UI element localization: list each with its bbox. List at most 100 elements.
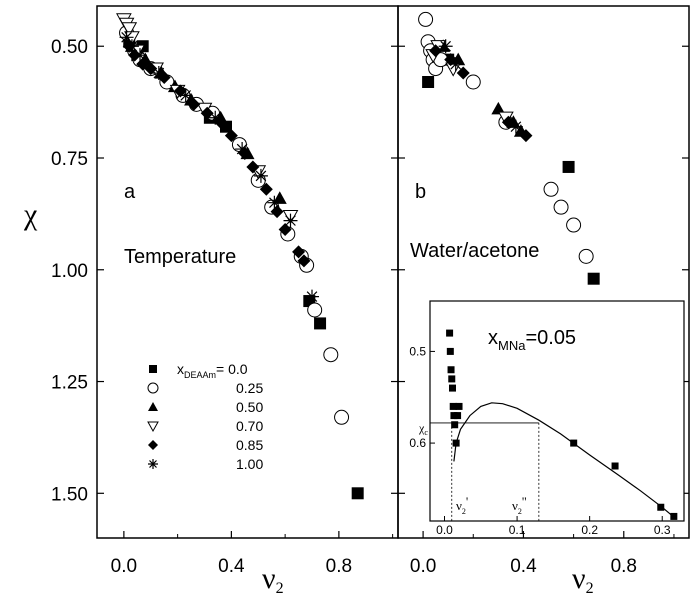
inset-data-point xyxy=(446,329,454,337)
inset-data-point xyxy=(450,412,458,420)
data-point-asterisk xyxy=(508,119,523,134)
inset-chi-c-sym: χ xyxy=(418,421,425,435)
inset-x-tick-label: 0.0 xyxy=(436,523,453,537)
data-point-square xyxy=(314,317,327,330)
data-point-diamond xyxy=(144,62,158,76)
data-point-asterisk xyxy=(208,110,223,125)
data-point-diamond xyxy=(200,106,214,120)
legend-value: 0.0 xyxy=(228,361,248,377)
panel-a-label: a xyxy=(124,181,136,203)
inset-nu-prime-mark: ' xyxy=(466,494,468,509)
inset-nu-prime-label: ν2' xyxy=(456,494,468,516)
data-point-asterisk xyxy=(283,213,298,228)
panel-b: 0.0 0.4 0.8 b Water/acetone 0.0 0.1 0.2 0.30.… xyxy=(397,5,690,577)
inset-y-tick-label: 0.6 xyxy=(409,436,426,450)
inset-data-point xyxy=(657,503,665,511)
legend-marker-triangle-up xyxy=(148,402,158,411)
panel-b-annotation: Water/acetone xyxy=(410,240,539,262)
legend-entry: xDEAAm= 0.0 xyxy=(177,361,248,380)
data-point-square xyxy=(587,272,600,285)
data-point-circle xyxy=(578,248,594,264)
data-point-circle xyxy=(334,409,350,425)
inset-data-point xyxy=(451,421,459,429)
inset-data-point xyxy=(446,347,454,355)
panel-a-annotation: Temperature xyxy=(124,246,236,268)
inset-nu-prime-sym: ν xyxy=(456,498,462,513)
y-tick-label: 0.75 xyxy=(51,149,88,170)
inset-data-point xyxy=(452,439,460,447)
data-point-circle xyxy=(418,11,434,27)
data-point-triangle-up xyxy=(491,101,506,115)
inset-data-point xyxy=(570,439,578,447)
legend-entry: 0.70 xyxy=(236,418,263,434)
inset-chi-c-label: χc xyxy=(418,421,428,437)
legend-entry: 0.85 xyxy=(236,437,263,453)
data-point-diamond xyxy=(501,115,515,129)
data-point-diamond xyxy=(292,245,306,259)
inset-nu-double-prime-sym: ν xyxy=(512,498,518,513)
inset-y-tick-label: 0.5 xyxy=(409,344,426,358)
data-point-diamond xyxy=(278,223,292,237)
data-point-diamond xyxy=(246,160,260,174)
inset-chart: 0.0 0.1 0.2 0.30.50.6 xMNa=0.05 χc ν2' ν2'' xyxy=(409,300,685,537)
legend-entry: 1.00 xyxy=(236,456,263,472)
x-axis-label-b-sym: ν xyxy=(572,562,586,595)
data-point-diamond xyxy=(214,115,228,129)
data-point-circle xyxy=(553,199,569,215)
data-point-square xyxy=(220,120,232,133)
legend-marker-diamond xyxy=(148,440,158,450)
y-tick-label: 1.25 xyxy=(51,373,88,394)
inset-annotation-var: x xyxy=(488,327,498,349)
inset-annotation-sub: MNa xyxy=(498,338,526,353)
inset-data-point xyxy=(448,375,456,383)
x-tick-label: 0.8 xyxy=(326,556,352,577)
legend-entry: 0.50 xyxy=(236,399,263,415)
legend-marker-asterisk xyxy=(148,459,158,469)
data-point-triangle-down xyxy=(121,22,138,37)
data-point-asterisk xyxy=(267,195,282,210)
inset-annotation-value: =0.05 xyxy=(525,327,576,349)
inset-guides xyxy=(430,422,540,521)
data-point-asterisk xyxy=(438,39,453,54)
data-point-diamond xyxy=(519,129,533,143)
legend-variable: x xyxy=(177,361,184,377)
data-point-square xyxy=(351,487,364,500)
data-point-asterisk xyxy=(235,142,250,157)
x-tick-label: 0.4 xyxy=(218,556,245,577)
inset-nu-double-prime-label: ν2'' xyxy=(512,494,527,516)
data-point-diamond xyxy=(224,129,238,143)
x-tick-label: 0.0 xyxy=(410,556,436,577)
panel-b-ticks: 0.0 0.4 0.8 xyxy=(398,45,689,577)
data-point-asterisk xyxy=(133,48,147,63)
x-axis-label-b: ν2 xyxy=(572,562,594,597)
data-point-diamond xyxy=(187,97,201,111)
inset-x-tick-label: 0.2 xyxy=(581,523,598,537)
inset-data-point xyxy=(447,366,455,374)
data-point-circle xyxy=(323,347,339,363)
y-axis-label: χ xyxy=(23,198,38,231)
data-point-circle xyxy=(307,302,323,318)
inset-chi-c-sub: c xyxy=(424,428,428,437)
data-point-asterisk xyxy=(305,289,319,304)
legend-entry: 0.25 xyxy=(236,380,263,396)
legend: xDEAAm= 0.00.25 0.50 0.70 0.85 1.00 xyxy=(147,361,263,472)
data-point-diamond xyxy=(456,66,470,80)
data-point-diamond xyxy=(429,44,443,58)
panel-b-frame xyxy=(397,5,690,539)
x-tick-label: 0.0 xyxy=(111,556,137,577)
inset-x-tick-label: 0.3 xyxy=(654,523,671,537)
inset-points xyxy=(446,329,678,520)
inset-data-point xyxy=(449,402,457,410)
inset-binodal-curve xyxy=(453,402,674,517)
y-tick-label: 1.00 xyxy=(51,261,88,282)
data-point-diamond xyxy=(259,182,273,196)
inset-frame xyxy=(429,300,685,522)
data-point-circle xyxy=(566,217,582,233)
data-point-asterisk xyxy=(178,88,193,103)
inset-nu-double-prime-sub: 2 xyxy=(518,507,522,516)
data-point-circle xyxy=(465,74,481,90)
panel-b-points xyxy=(418,11,630,375)
data-point-asterisk xyxy=(119,30,134,45)
inset-data-point xyxy=(448,384,456,392)
